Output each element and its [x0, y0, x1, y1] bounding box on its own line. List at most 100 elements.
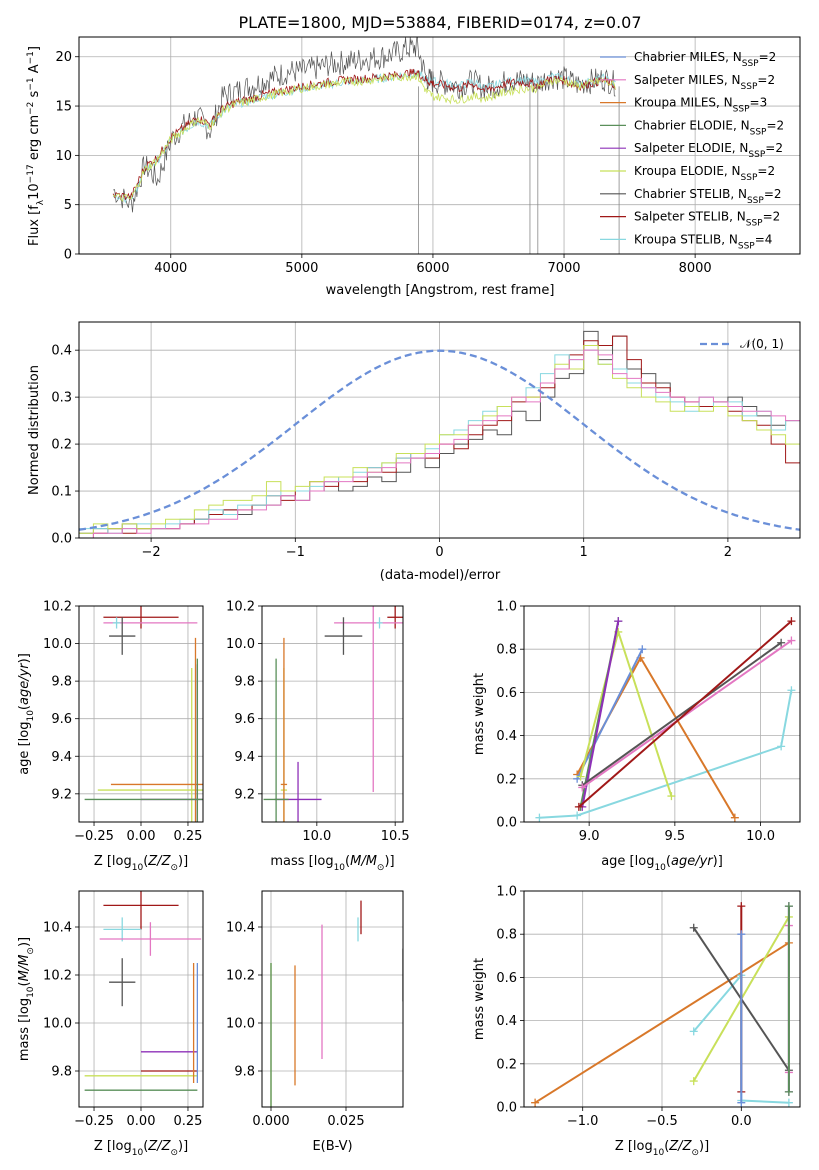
panel-3: −0.25 0.00 0.25 9.2 9.4 9.6 9.8 10.0 10.2 Z [log1… — [17, 600, 204, 873]
y-tick-label: 20 — [55, 50, 72, 65]
x-tick-label: 9.0 — [579, 829, 600, 844]
y-tick-label: 9.8 — [234, 675, 255, 690]
panel-1: 4000 5000 6000 7000 8000 0 5 10 15 20 wavelength [… — [26, 36, 801, 298]
marker — [784, 902, 793, 911]
y-tick-label: 9.8 — [51, 1065, 72, 1080]
x-tick-label: 0.0 — [731, 1114, 752, 1129]
legend-entry: Kroupa ELODIE, NSSP=2 — [634, 164, 775, 183]
x-tick-label: 0.025 — [327, 1114, 364, 1129]
y-tick-label: 10.4 — [43, 921, 72, 936]
marker — [638, 645, 647, 654]
x-tick-label: 8000 — [679, 261, 712, 276]
x-tick-label: −1 — [286, 545, 305, 560]
legend: Chabrier MILES, NSSP=2 Salpeter MILES, NS… — [600, 50, 784, 251]
legend-entry: 𝒩(0, 1) — [740, 337, 784, 351]
marker — [689, 923, 698, 932]
y-tick-label: 0.3 — [51, 391, 72, 406]
plot-area — [535, 617, 796, 822]
panel-7: 0.000 0.025 9.8 10.0 10.2 10.4 E(B-V) — [226, 890, 404, 1154]
mass-weight-line — [579, 628, 673, 797]
marker — [667, 792, 676, 801]
plot-area — [84, 606, 203, 822]
x-tick-label: −2 — [142, 545, 161, 560]
axes-frame — [78, 321, 801, 539]
errorbar-point — [97, 667, 203, 822]
y-axis-label: mass weight — [472, 958, 487, 1040]
marker — [689, 1077, 698, 1086]
legend-entry: Chabrier ELODIE, NSSP=2 — [634, 118, 784, 137]
y-tick-label: 9.4 — [51, 750, 72, 765]
marker — [730, 813, 739, 822]
x-tick-label: 6000 — [416, 261, 449, 276]
legend-entry: Chabrier STELIB, NSSP=2 — [634, 187, 782, 206]
x-tick-label: −0.25 — [74, 1114, 114, 1129]
marker — [573, 811, 582, 820]
mass-weight-line — [581, 620, 620, 808]
y-tick-label: 0.0 — [496, 816, 517, 831]
mass-weight-line — [578, 620, 793, 808]
spectrum-line — [112, 72, 616, 203]
mass-weight-line — [539, 690, 793, 819]
x-tick-label: 0.25 — [173, 829, 202, 844]
marker — [531, 1098, 540, 1107]
x-tick-label: 9.5 — [665, 829, 686, 844]
y-tick-label: 1.0 — [496, 600, 517, 615]
marker — [787, 636, 796, 645]
panel-4: 10.0 10.5 9.2 9.4 9.6 9.8 10.0 10.2 mass [log10(… — [226, 600, 410, 874]
mass-weight-line — [576, 655, 736, 819]
marker — [578, 783, 587, 792]
errorbar-point — [263, 658, 289, 822]
marker — [737, 930, 746, 939]
marker — [737, 1098, 746, 1107]
errorbar-point — [387, 606, 403, 629]
y-tick-label: 0.6 — [496, 971, 517, 986]
plot-area — [531, 902, 793, 1107]
marker — [777, 742, 786, 751]
plot-area — [270, 900, 403, 1107]
x-axis-label: Z [log10(Z/Z⊙)] — [94, 854, 188, 873]
x-tick-label: 0.000 — [252, 1114, 289, 1129]
histogram-step — [79, 344, 800, 538]
errorbar-point — [103, 606, 179, 629]
x-tick-label: 10.0 — [746, 829, 775, 844]
y-tick-label: 15 — [55, 100, 72, 115]
x-tick-label: 7000 — [547, 261, 580, 276]
errorbar-point — [84, 658, 203, 822]
legend-entry: Salpeter ELODIE, NSSP=2 — [634, 141, 783, 160]
marker — [576, 772, 585, 781]
y-tick-label: 0.8 — [496, 643, 517, 658]
y-tick-label: 0.0 — [51, 532, 72, 547]
axes-frame — [523, 605, 801, 823]
errorbar-point — [112, 617, 121, 629]
errorbar-point — [103, 917, 141, 942]
panel-6: −0.25 0.00 0.25 9.8 10.0 10.2 10.4 Z [log10(Z/Z… — [17, 890, 204, 1158]
x-tick-label: 1 — [580, 545, 588, 560]
axes-frame — [261, 605, 404, 823]
y-tick-label: 10.2 — [226, 969, 255, 984]
x-tick-label: 10.0 — [302, 829, 331, 844]
y-tick-label: 10.0 — [226, 637, 255, 652]
marker — [574, 802, 583, 811]
y-tick-label: 9.4 — [234, 750, 255, 765]
y-tick-label: 10.4 — [226, 921, 255, 936]
y-tick-label: 9.8 — [234, 1065, 255, 1080]
legend-entry: Chabrier MILES, NSSP=2 — [634, 50, 776, 69]
errorbar-point — [109, 617, 136, 655]
y-axis-label: mass [log10(M/M⊙)] — [17, 937, 36, 1061]
panel-5: 9.0 9.5 10.0 0.0 0.2 0.4 0.6 0.8 1.0 age [log10(a… — [472, 600, 801, 873]
x-axis-label: wavelength [Angstrom, rest frame] — [326, 283, 555, 298]
y-tick-label: 10.0 — [43, 637, 72, 652]
errorbar-point — [334, 606, 403, 792]
x-tick-label: 0.25 — [173, 1114, 202, 1129]
y-tick-label: 0.0 — [496, 1101, 517, 1116]
y-axis-label: age [log10(age/yr)] — [17, 653, 36, 775]
x-tick-label: −1.0 — [567, 1114, 599, 1129]
y-tick-label: 0.2 — [496, 1057, 517, 1072]
x-tick-label: 0 — [435, 545, 443, 560]
mass-weight-line — [581, 639, 792, 789]
axes-frame — [78, 605, 204, 823]
errorbar-point — [99, 922, 202, 956]
marker — [535, 813, 544, 822]
y-tick-label: 0 — [64, 248, 72, 263]
